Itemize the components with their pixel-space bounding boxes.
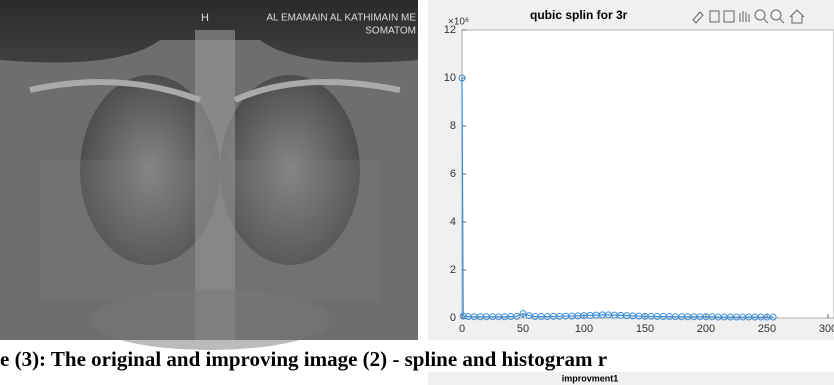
- image-label: H: [201, 12, 209, 24]
- caption: e (3): The original and improving image …: [0, 347, 607, 371]
- plot-panel: [428, 0, 834, 340]
- y-tick-label: 10: [444, 72, 456, 84]
- toolbar[interactable]: [692, 9, 805, 24]
- next-figure-panel: [428, 372, 834, 385]
- y-tick-label: 8: [450, 120, 456, 132]
- x-tick-label: 300: [819, 323, 834, 335]
- chart-title: qubic splin for 3r: [530, 8, 628, 22]
- image-label: AL EMAMAIN AL KATHIMAIN ME: [266, 13, 416, 24]
- x-tick-label: 100: [575, 323, 593, 335]
- x-tick-label: 0: [459, 323, 465, 335]
- x-tick-label: 50: [517, 323, 529, 335]
- xray-image: H AL EMAMAIN AL KATHIMAIN ME SOMATOM: [0, 0, 418, 350]
- data-point: [513, 312, 521, 320]
- x-tick-label: 150: [636, 323, 654, 335]
- y-tick-label: 12: [444, 24, 456, 36]
- data-line: [461, 77, 774, 318]
- y-tick-label: 6: [450, 168, 456, 180]
- x-tick-label: 250: [758, 323, 776, 335]
- data-point: [519, 310, 527, 318]
- next-figure-title: improvment1: [562, 373, 619, 383]
- y-tick-label: 0: [450, 312, 456, 324]
- y-tick-label: 2: [450, 264, 456, 276]
- data-point: [458, 74, 466, 82]
- x-tick-label: 200: [697, 323, 715, 335]
- y-tick-label: 4: [450, 216, 456, 228]
- image-label: SOMATOM: [365, 26, 416, 37]
- y-multiplier: ×10⁶: [448, 17, 469, 28]
- data-point: [769, 313, 777, 321]
- data-point: [459, 312, 467, 320]
- plot-area: 0 2 4 6 8 10 12 0 50 100 150 200 250 300: [444, 24, 834, 335]
